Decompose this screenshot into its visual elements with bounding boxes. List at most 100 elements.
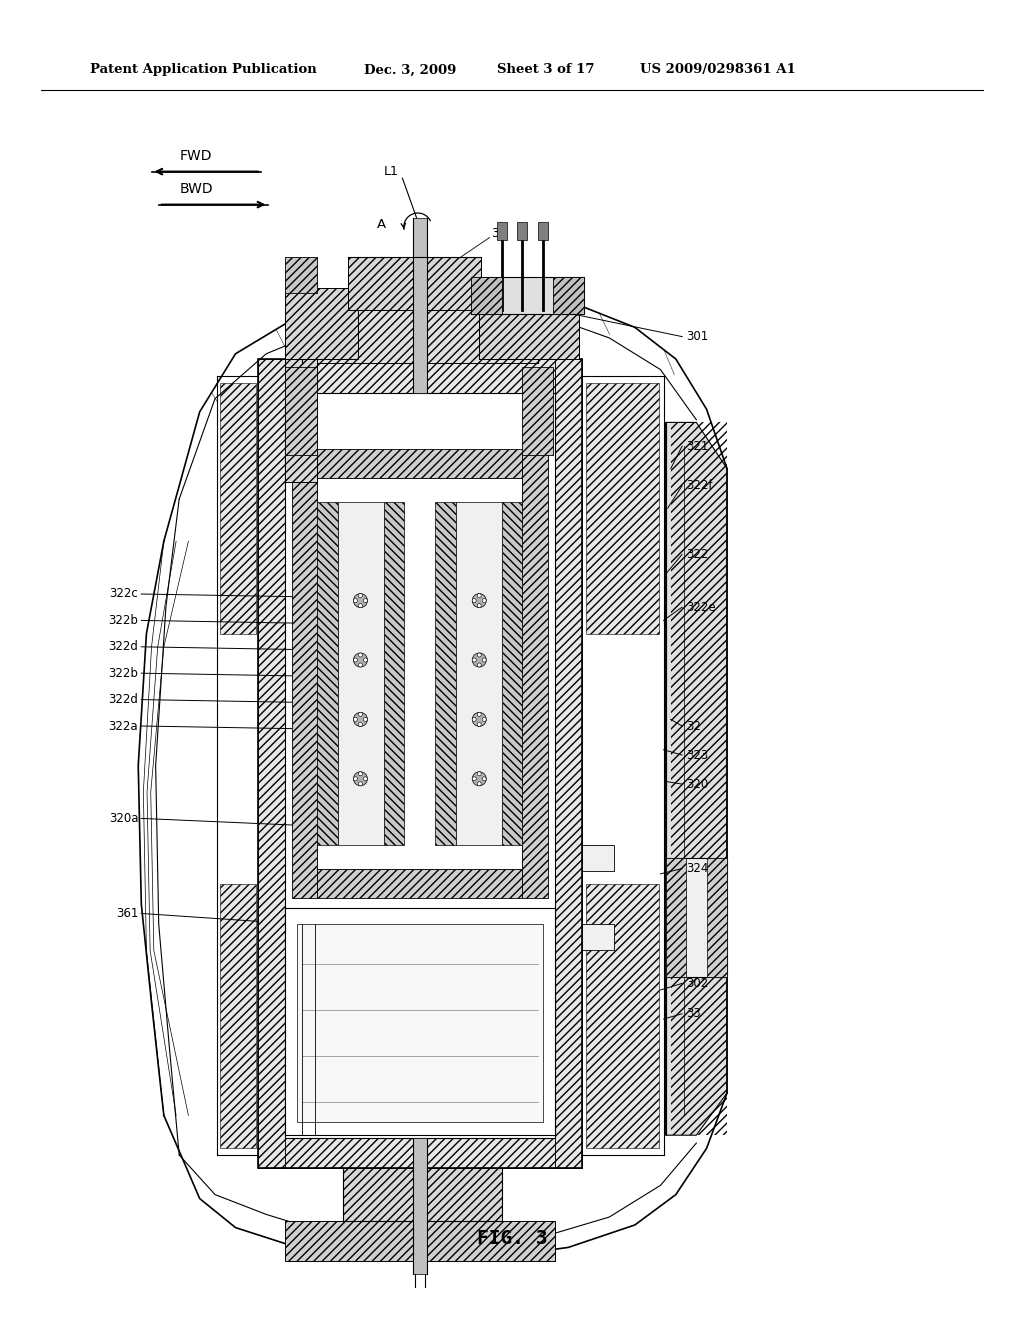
Circle shape xyxy=(353,653,368,667)
Circle shape xyxy=(358,713,362,717)
Bar xyxy=(413,218,427,393)
Bar xyxy=(435,502,456,845)
Bar xyxy=(317,449,522,478)
Bar xyxy=(555,359,582,1168)
Bar xyxy=(479,293,579,359)
Text: 31: 31 xyxy=(492,227,507,240)
Circle shape xyxy=(477,594,481,598)
Text: 33: 33 xyxy=(686,1007,700,1020)
Bar xyxy=(666,858,686,977)
Bar xyxy=(258,359,582,1168)
Bar xyxy=(522,449,548,898)
Circle shape xyxy=(358,663,362,667)
Circle shape xyxy=(472,713,486,726)
Circle shape xyxy=(353,776,357,781)
Text: Sheet 3 of 17: Sheet 3 of 17 xyxy=(497,63,594,77)
Bar xyxy=(707,858,727,977)
Text: 322b: 322b xyxy=(109,667,138,680)
Bar xyxy=(348,257,481,310)
Text: Patent Application Publication: Patent Application Publication xyxy=(90,63,316,77)
Circle shape xyxy=(472,657,476,663)
Bar xyxy=(217,376,258,1155)
Bar xyxy=(343,1168,502,1221)
Circle shape xyxy=(477,722,481,726)
Bar xyxy=(317,478,522,869)
Text: FIG. 3: FIG. 3 xyxy=(477,1229,547,1247)
Circle shape xyxy=(472,653,486,667)
Text: BWD: BWD xyxy=(179,182,213,195)
Bar xyxy=(297,924,543,1122)
Text: Dec. 3, 2009: Dec. 3, 2009 xyxy=(364,63,456,77)
Text: 323: 323 xyxy=(686,748,709,762)
Bar xyxy=(522,367,553,455)
Bar xyxy=(285,257,317,293)
Circle shape xyxy=(472,594,486,607)
Circle shape xyxy=(353,717,357,722)
Circle shape xyxy=(482,657,486,663)
Circle shape xyxy=(353,657,357,663)
Bar xyxy=(586,383,659,634)
Bar xyxy=(338,502,384,845)
Bar xyxy=(479,284,579,359)
Circle shape xyxy=(482,717,486,722)
Circle shape xyxy=(477,663,481,667)
Text: 322e: 322e xyxy=(686,601,716,614)
Text: 322b: 322b xyxy=(109,614,138,627)
Text: 320a: 320a xyxy=(109,812,138,825)
Bar xyxy=(471,277,502,314)
Bar xyxy=(285,367,317,455)
Circle shape xyxy=(472,776,476,781)
Bar xyxy=(285,359,555,393)
Text: 361: 361 xyxy=(116,907,138,920)
Text: 32: 32 xyxy=(686,719,701,733)
Text: 322d: 322d xyxy=(109,693,138,706)
Text: 302: 302 xyxy=(686,977,709,990)
Text: FWD: FWD xyxy=(179,149,212,162)
Circle shape xyxy=(358,772,362,776)
Circle shape xyxy=(364,776,368,781)
Bar xyxy=(292,449,317,898)
Text: 322c: 322c xyxy=(110,587,138,601)
Circle shape xyxy=(477,653,481,657)
Bar xyxy=(582,924,614,950)
Circle shape xyxy=(358,781,362,785)
Bar xyxy=(582,845,614,871)
Bar xyxy=(285,290,348,359)
Circle shape xyxy=(472,598,476,603)
Bar xyxy=(220,884,256,1148)
Circle shape xyxy=(482,598,486,603)
Circle shape xyxy=(358,722,362,726)
Circle shape xyxy=(353,594,368,607)
Circle shape xyxy=(353,772,368,785)
Bar xyxy=(384,502,404,845)
Bar xyxy=(317,502,338,845)
Circle shape xyxy=(472,717,476,722)
Circle shape xyxy=(482,776,486,781)
Circle shape xyxy=(358,594,362,598)
Bar xyxy=(586,884,659,1148)
Bar xyxy=(285,288,358,359)
Text: 324: 324 xyxy=(686,862,709,875)
Circle shape xyxy=(472,772,486,785)
Bar xyxy=(285,393,555,1138)
Text: 322d: 322d xyxy=(109,640,138,653)
Bar xyxy=(285,1221,555,1261)
Bar xyxy=(285,257,317,293)
Text: 322: 322 xyxy=(686,548,709,561)
Polygon shape xyxy=(666,422,727,1135)
Text: 322f: 322f xyxy=(686,479,713,492)
Circle shape xyxy=(358,653,362,657)
Bar xyxy=(502,502,522,845)
Bar xyxy=(553,277,584,314)
Text: 321: 321 xyxy=(686,440,709,453)
Bar xyxy=(317,869,522,898)
Text: 301: 301 xyxy=(686,330,709,343)
Circle shape xyxy=(364,717,368,722)
Bar xyxy=(471,277,584,314)
Bar xyxy=(582,376,664,1155)
Bar xyxy=(497,222,507,240)
Bar xyxy=(285,359,317,482)
Text: 320: 320 xyxy=(686,777,709,791)
Text: 322a: 322a xyxy=(109,719,138,733)
Text: US 2009/0298361 A1: US 2009/0298361 A1 xyxy=(640,63,796,77)
